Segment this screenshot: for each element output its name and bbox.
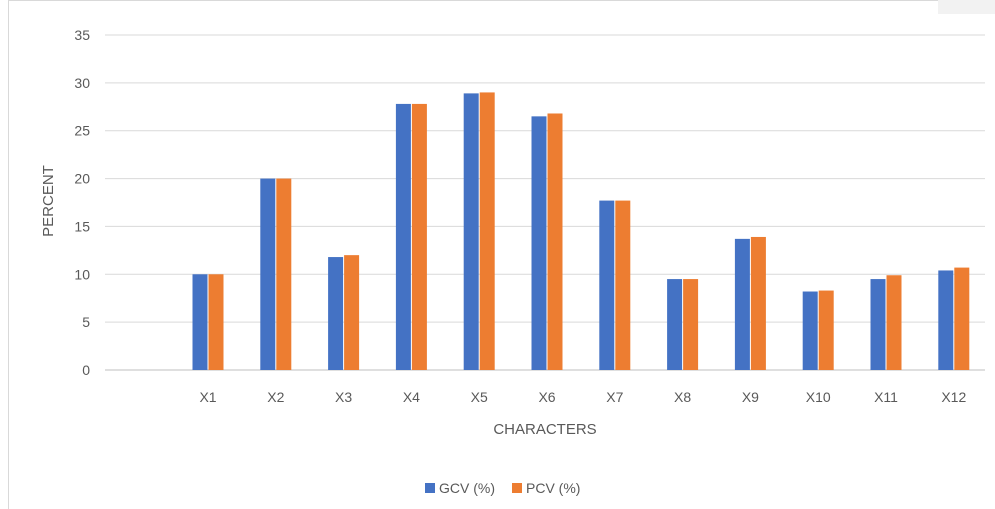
x-tick-label: X12 — [941, 389, 966, 405]
x-tick-label: X4 — [403, 389, 420, 405]
bar-pcv-x5 — [479, 92, 495, 370]
x-tick-label: X10 — [806, 389, 831, 405]
corner-tab — [938, 0, 995, 14]
bar-pcv-x7 — [615, 200, 631, 370]
legend-label: GCV (%) — [439, 480, 495, 496]
legend-label: PCV (%) — [526, 480, 580, 496]
y-tick-label: 5 — [82, 314, 90, 330]
bar-gcv-x1 — [192, 274, 208, 370]
bar-pcv-x12 — [954, 267, 970, 370]
bar-gcv-x8 — [667, 279, 683, 370]
x-axis-title: CHARACTERS — [493, 421, 596, 438]
y-tick-label: 20 — [74, 171, 90, 187]
y-tick-label: 25 — [74, 123, 90, 139]
bar-pcv-x3 — [344, 255, 360, 370]
y-tick-label: 10 — [74, 266, 90, 282]
bar-pcv-x11 — [886, 275, 902, 370]
x-tick-label: X3 — [335, 389, 352, 405]
x-axis-ticks: X1 X2 X3 X4 X5 X6 X7 X8 X9 X10 X11 X12 — [199, 389, 966, 405]
y-tick-label: 30 — [74, 75, 90, 91]
bar-pcv-x1 — [208, 274, 224, 370]
bar-pcv-x10 — [818, 290, 834, 370]
x-tick-label: X9 — [742, 389, 759, 405]
bars — [192, 92, 970, 371]
x-tick-label: X8 — [674, 389, 691, 405]
legend-swatch — [425, 483, 435, 493]
x-tick-label: X7 — [606, 389, 623, 405]
y-axis-ticks: 0 5 10 15 20 25 30 35 — [74, 27, 90, 378]
legend: GCV (%) PCV (%) — [425, 480, 580, 496]
bar-pcv-x6 — [547, 113, 563, 370]
bar-gcv-x9 — [734, 238, 750, 370]
y-tick-label: 15 — [74, 218, 90, 234]
bar-gcv-x12 — [938, 270, 954, 370]
x-tick-label: X2 — [267, 389, 284, 405]
bar-gcv-x10 — [802, 291, 818, 370]
bar-gcv-x2 — [260, 178, 276, 370]
bar-gcv-x5 — [463, 93, 479, 370]
gridlines — [105, 34, 985, 371]
bar-gcv-x11 — [870, 279, 886, 370]
bar-gcv-x6 — [531, 116, 547, 370]
chart-frame — [8, 0, 995, 509]
x-tick-label: X1 — [199, 389, 216, 405]
x-tick-label: X11 — [874, 389, 898, 405]
y-tick-label: 0 — [82, 362, 90, 378]
y-tick-label: 35 — [74, 27, 90, 43]
x-tick-label: X6 — [538, 389, 555, 405]
bar-pcv-x9 — [750, 236, 766, 370]
legend-swatch — [512, 483, 522, 493]
x-tick-label: X5 — [471, 389, 488, 405]
bar-gcv-x3 — [328, 257, 344, 370]
y-axis-title: PERCENT — [40, 165, 57, 237]
bar-gcv-x7 — [599, 200, 615, 370]
bar-gcv-x4 — [395, 103, 411, 371]
bar-pcv-x2 — [276, 178, 292, 370]
bar-pcv-x8 — [683, 279, 699, 370]
bar-pcv-x4 — [411, 103, 427, 371]
